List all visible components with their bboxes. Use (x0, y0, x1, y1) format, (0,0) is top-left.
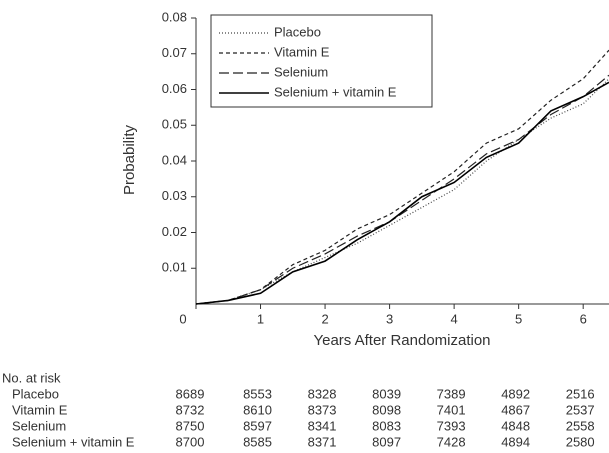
y-tick-label: 0.04 (162, 152, 187, 167)
x-tick-label: 0 (179, 311, 186, 326)
risk-value: 8097 (372, 434, 401, 449)
risk-value: 2516 (566, 386, 595, 401)
risk-value: 8373 (308, 402, 337, 417)
risk-row-label: Vitamin E (12, 402, 68, 417)
y-tick-label: 0.03 (162, 188, 187, 203)
legend-label: Selenium (274, 64, 328, 79)
risk-value: 7389 (437, 386, 466, 401)
risk-value: 8039 (372, 386, 401, 401)
risk-row-label: Selenium + vitamin E (12, 434, 135, 449)
risk-value: 8098 (372, 402, 401, 417)
risk-value: 8371 (308, 434, 337, 449)
risk-value: 7401 (437, 402, 466, 417)
legend-label: Placebo (274, 24, 321, 39)
risk-value: 2537 (566, 402, 595, 417)
series-line (195, 81, 609, 305)
x-tick-label: 6 (580, 311, 587, 326)
risk-value: 4848 (501, 418, 530, 433)
risk-value: 7393 (437, 418, 466, 433)
risk-value: 8341 (308, 418, 337, 433)
x-tick-label: 4 (451, 311, 458, 326)
risk-value: 4892 (501, 386, 530, 401)
risk-value: 8597 (243, 418, 272, 433)
y-tick-label: 0.05 (162, 117, 187, 132)
x-tick-label: 3 (386, 311, 393, 326)
y-tick-label: 0.08 (162, 9, 187, 24)
risk-value: 8083 (372, 418, 401, 433)
x-tick-label: 5 (515, 311, 522, 326)
y-axis-label: Probability (121, 124, 138, 195)
risk-value: 7428 (437, 434, 466, 449)
risk-value: 4867 (501, 402, 530, 417)
risk-row-label: Selenium (12, 418, 66, 433)
y-tick-label: 0.01 (162, 260, 187, 275)
risk-value: 4894 (501, 434, 530, 449)
risk-value: 8732 (176, 402, 205, 417)
risk-value: 8328 (308, 386, 337, 401)
series-line (195, 78, 609, 305)
legend-label: Vitamin E (274, 44, 330, 59)
risk-value: 8610 (243, 402, 272, 417)
risk-value: 2580 (566, 434, 595, 449)
x-tick-label: 1 (257, 311, 264, 326)
risk-value: 8689 (176, 386, 205, 401)
risk-value: 8700 (176, 434, 205, 449)
risk-table-title: No. at risk (2, 370, 61, 385)
risk-value: 2558 (566, 418, 595, 433)
y-tick-label: 0.06 (162, 81, 187, 96)
y-tick-label: 0.02 (162, 224, 187, 239)
legend-label: Selenium + vitamin E (274, 84, 397, 99)
risk-value: 8553 (243, 386, 272, 401)
y-tick-label: 0.07 (162, 45, 187, 60)
risk-value: 8750 (176, 418, 205, 433)
x-axis-label: Years After Randomization (313, 332, 490, 349)
series-line (195, 74, 609, 305)
risk-row-label: Placebo (12, 386, 59, 401)
legend-box (210, 14, 433, 108)
risk-value: 8585 (243, 434, 272, 449)
x-tick-label: 2 (321, 311, 328, 326)
